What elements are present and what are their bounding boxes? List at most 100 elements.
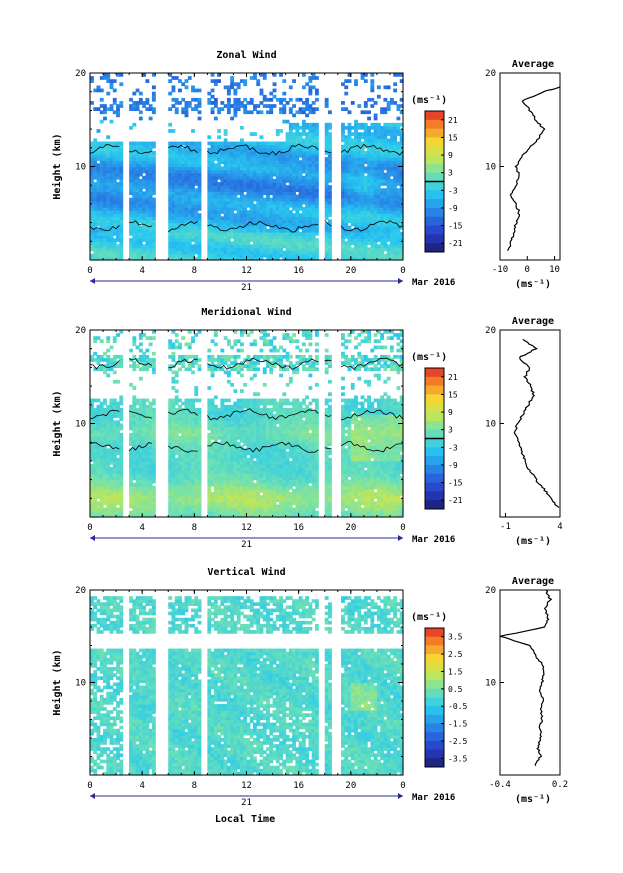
colorbar-tick-label: 1.5	[448, 667, 463, 676]
y-axis-label: Height (km)	[51, 390, 63, 456]
x-tick-label: 20	[345, 266, 356, 276]
colorbar-tick-label: -9	[448, 204, 458, 213]
left-arrow-icon	[90, 535, 95, 541]
zero-contours	[89, 357, 404, 453]
colorbar-tick-label: 3	[448, 169, 453, 178]
colorbar-tick-label: 0.5	[448, 685, 463, 694]
average-title: Average	[512, 576, 554, 587]
average-profile-line	[499, 589, 553, 766]
colorbar-tick-label: -1.5	[448, 720, 467, 729]
average-x-tick-label: 0	[525, 265, 530, 275]
average-frame	[499, 72, 561, 261]
y-tick-label: 10	[75, 679, 86, 689]
x-tick-label: 8	[192, 266, 197, 276]
x-tick-label: 16	[293, 523, 304, 533]
colorbar-tick-label: -2.5	[448, 737, 467, 746]
colorbar-unit: (ms⁻¹)	[411, 612, 447, 623]
x-axis-label-local-time: Local Time	[215, 813, 275, 825]
y-tick-label: 10	[75, 163, 86, 173]
panel-title: Zonal Wind	[216, 49, 276, 61]
date-label: Mar 2016	[412, 278, 455, 288]
meridional-wind-panel: Meridional Wind 0 4 8 12 16 20 0 20 10 Height (km)…	[51, 306, 563, 550]
right-arrow-icon	[398, 278, 403, 284]
colorbar: 21 15 9 3 -3 -9 -15 -21	[424, 367, 463, 510]
x-tick-label: 12	[241, 266, 252, 276]
y-tick-label: 20	[75, 586, 86, 596]
left-arrow-icon	[90, 278, 95, 284]
panel-title: Vertical Wind	[207, 566, 285, 578]
colorbar-unit: (ms⁻¹)	[411, 95, 447, 106]
average-unit: (ms⁻¹)	[515, 279, 551, 290]
panel-title: Meridional Wind	[201, 306, 291, 318]
x-tick-label: 4	[139, 523, 144, 533]
colorbar-tick-label: -0.5	[448, 702, 467, 711]
day-label: 21	[241, 540, 252, 550]
y-axis-label: Height (km)	[51, 133, 63, 199]
y-axis-label: Height (km)	[51, 649, 63, 715]
y-tick-label: 20	[75, 326, 86, 336]
average-x-tick-label: -0.4	[489, 780, 511, 790]
average-profile-panel: Average 20 10 -10 0 10 (ms⁻¹)	[485, 59, 561, 290]
x-tick-label: 12	[241, 781, 252, 791]
left-arrow-icon	[90, 793, 95, 799]
average-y-tick-label: 10	[485, 679, 496, 689]
average-y-tick-label: 10	[485, 163, 496, 173]
x-tick-label: 20	[345, 781, 356, 791]
average-unit: (ms⁻¹)	[515, 794, 551, 805]
average-profile-line	[507, 86, 561, 251]
x-tick-label: 0	[87, 523, 92, 533]
colorbar-tick-label: -3	[448, 186, 458, 195]
colorbar-tick-label: -3	[448, 443, 458, 452]
colorbar-tick-label: 15	[448, 133, 458, 142]
vertical-wind-panel: Vertical Wind 0 4 8 12 16 20 0 20 10 Height (km) 21…	[51, 566, 568, 808]
colorbar-tick-label: 21	[448, 116, 458, 125]
day-label: 21	[241, 798, 252, 808]
average-y-tick-label: 20	[485, 69, 496, 79]
x-tick-label: 8	[192, 781, 197, 791]
heatmap-cells	[90, 596, 404, 776]
x-tick-label: 0	[87, 781, 92, 791]
date-label: Mar 2016	[412, 793, 455, 803]
colorbar-tick-label: 2.5	[448, 650, 463, 659]
date-label: Mar 2016	[412, 535, 455, 545]
x-tick-label: 16	[293, 781, 304, 791]
colorbar-tick-label: 9	[448, 151, 453, 160]
average-frame	[499, 329, 561, 518]
x-tick-label: 16	[293, 266, 304, 276]
colorbar-tick-label: -21	[448, 496, 463, 505]
average-title: Average	[512, 316, 554, 327]
x-tick-label: 4	[139, 266, 144, 276]
y-tick-label: 10	[75, 420, 86, 430]
right-arrow-icon	[398, 793, 403, 799]
average-x-tick-label: 10	[549, 265, 560, 275]
day-label: 21	[241, 283, 252, 293]
average-y-tick-label: 10	[485, 420, 496, 430]
average-profile-line	[513, 338, 560, 509]
x-tick-label: 0	[400, 781, 405, 791]
average-y-tick-label: 20	[485, 326, 496, 336]
colorbar-tick-label: -9	[448, 461, 458, 470]
colorbar-tick-label: -21	[448, 239, 463, 248]
x-tick-label: 4	[139, 781, 144, 791]
right-arrow-icon	[398, 535, 403, 541]
average-x-tick-label: 0.2	[552, 780, 568, 790]
colorbar-tick-label: -15	[448, 222, 463, 231]
colorbar-tick-label: -3.5	[448, 754, 467, 763]
x-tick-label: 0	[400, 523, 405, 533]
average-x-tick-label: 4	[557, 522, 562, 532]
colorbar-tick-label: -15	[448, 479, 463, 488]
average-profile-panel: Average 20 10 -1 4 (ms⁻¹)	[485, 316, 563, 547]
colorbar-unit: (ms⁻¹)	[411, 352, 447, 363]
x-tick-label: 8	[192, 523, 197, 533]
colorbar: 3.5 2.5 1.5 0.5 -0.5 -1.5 -2.5 -3.5	[424, 627, 467, 768]
average-y-tick-label: 20	[485, 586, 496, 596]
average-unit: (ms⁻¹)	[515, 536, 551, 547]
colorbar-tick-label: 3.5	[448, 633, 463, 642]
colorbar: 21 15 9 3 -3 -9 -15 -21	[424, 110, 463, 253]
x-tick-label: 0	[87, 266, 92, 276]
colorbar-tick-label: 9	[448, 408, 453, 417]
heatmap-cells	[90, 73, 404, 261]
zonal-wind-panel: Zonal Wind 0 4 8 12 16 20 0 20 10 Height (km) 21 Mar…	[51, 49, 561, 293]
y-tick-label: 20	[75, 69, 86, 79]
